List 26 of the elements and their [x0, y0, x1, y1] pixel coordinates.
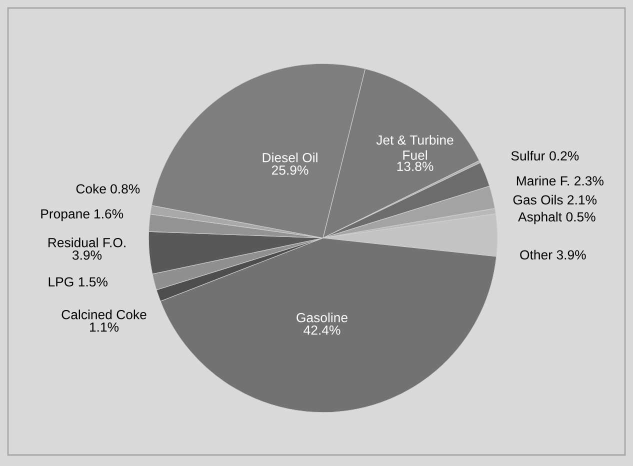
slice-label: Other [520, 250, 552, 260]
data-label: 13.8% [397, 162, 434, 172]
slice-label: Coke [76, 184, 106, 194]
slice-label: Gasoline [296, 312, 348, 322]
slice-label: Calcined Coke [62, 310, 146, 320]
data-label: 2.1% [568, 195, 597, 204]
data-label: 1.6% [94, 209, 124, 219]
data-label: 25.9% [272, 165, 308, 175]
slice-label: Asphalt [518, 212, 562, 224]
slice-label: Diesel Oil [262, 152, 318, 162]
slice-label: Gas Oils [513, 194, 563, 205]
data-label: 1.5% [78, 277, 108, 287]
data-label: 0.5% [566, 212, 596, 222]
data-label: 3.9% [556, 250, 586, 260]
slice-label: Jet & Turbine Fuel [376, 135, 454, 160]
data-label: 1.1% [90, 322, 119, 332]
data-label: 2.3% [574, 176, 604, 186]
data-label: 0.2% [550, 151, 579, 161]
slice-label: Residual F.O. [48, 238, 126, 248]
data-label: 0.8% [110, 184, 140, 194]
slice-label: Sulfur [511, 150, 545, 161]
data-label: 42.4% [304, 325, 340, 335]
data-label: 3.9% [72, 250, 102, 260]
slice-label: Propane [41, 209, 90, 222]
slice-label: Marine F. [516, 176, 569, 186]
slice-label: LPG [48, 277, 74, 287]
